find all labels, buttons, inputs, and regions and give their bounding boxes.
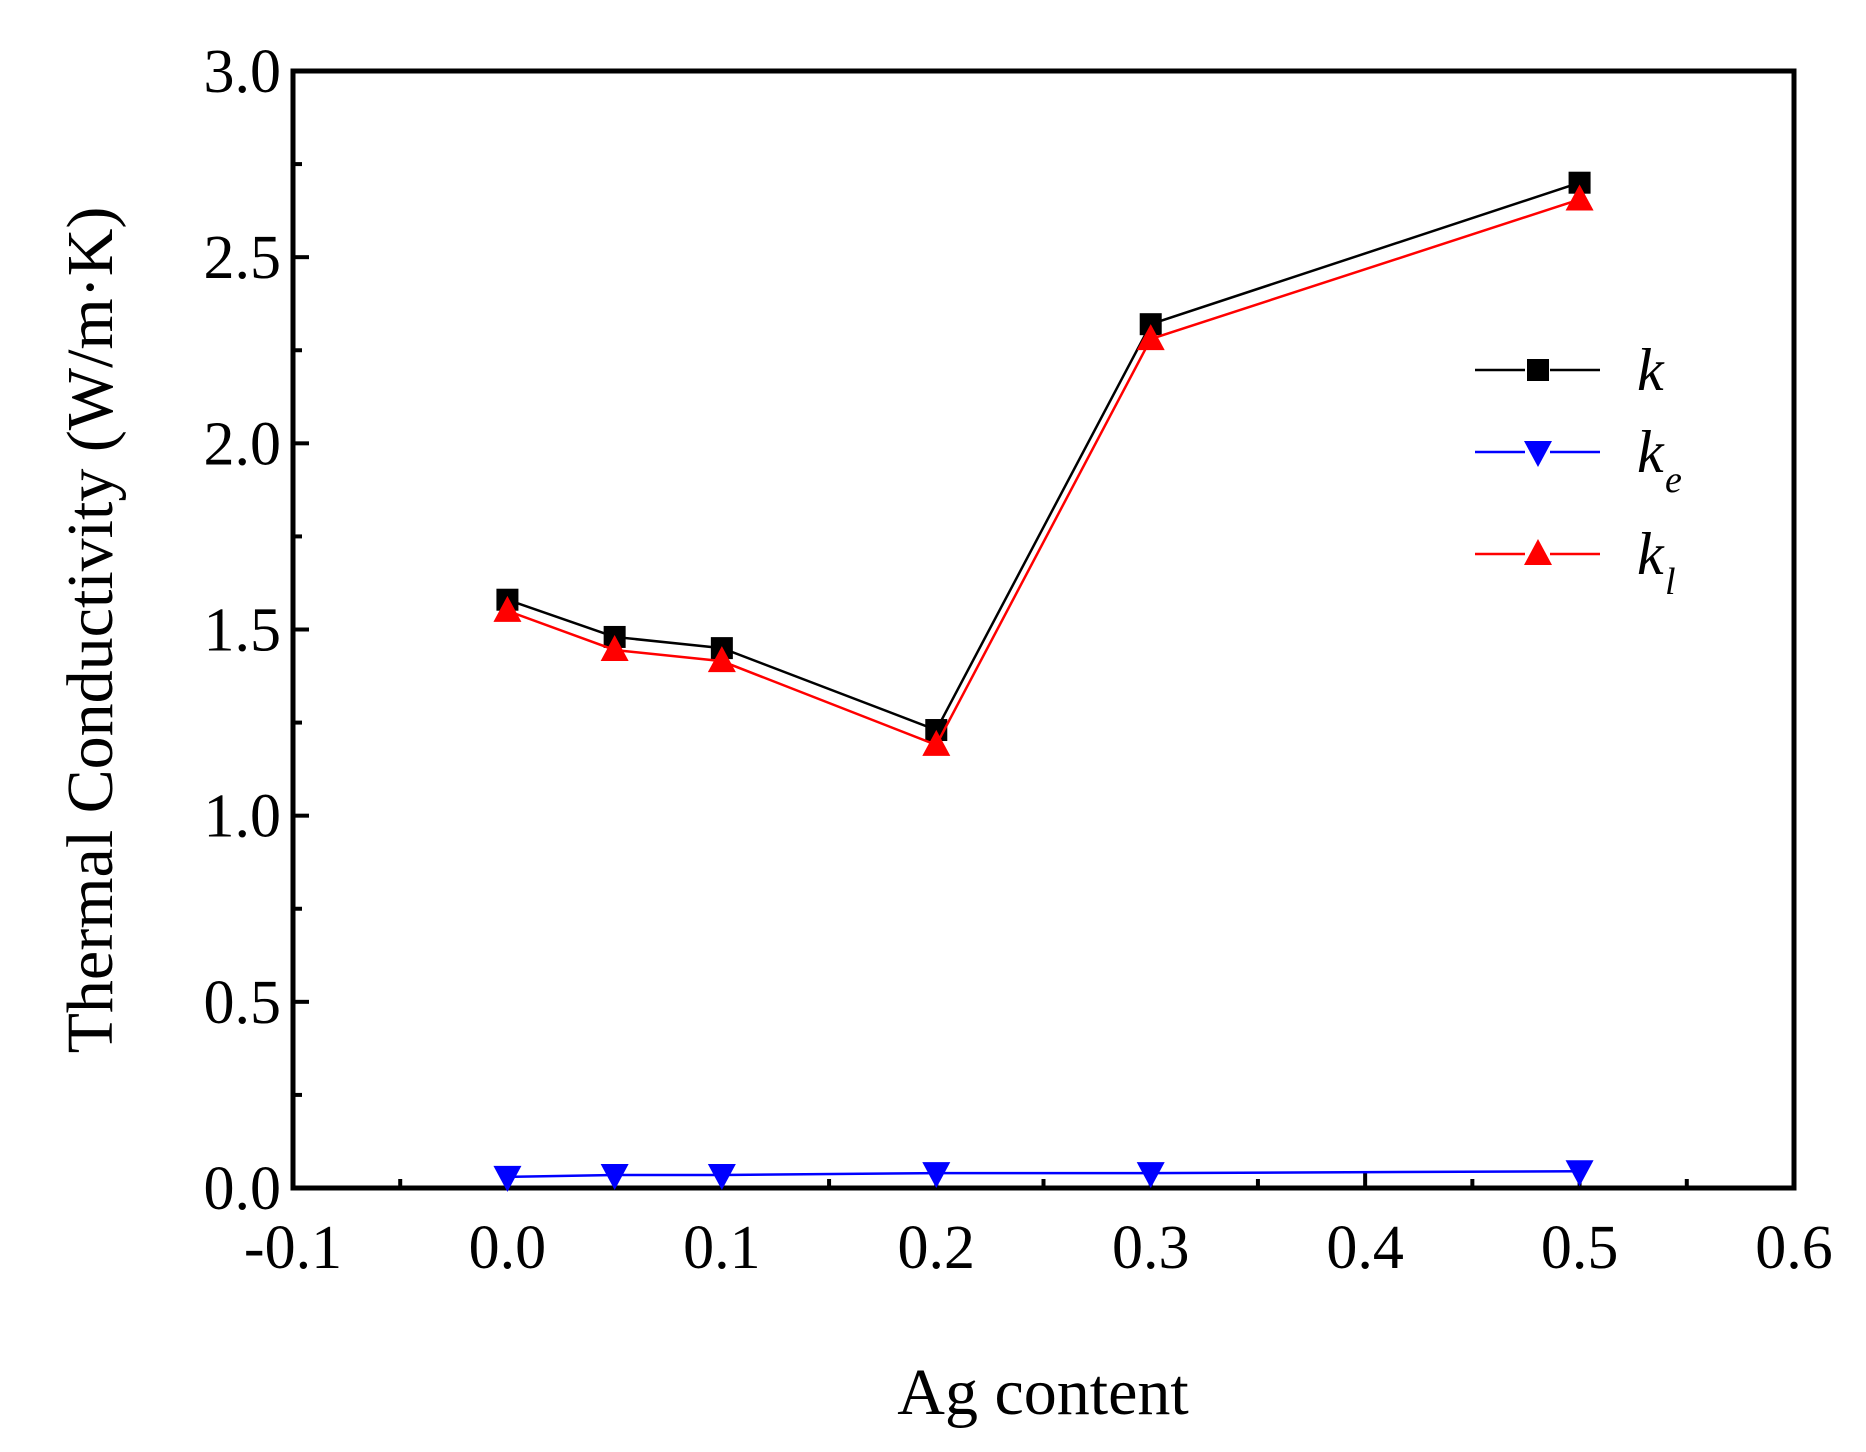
legend: kk ek l xyxy=(1475,337,1682,603)
series-k xyxy=(496,171,1591,742)
data-point-k xyxy=(1568,171,1591,194)
legend-label: k xyxy=(1637,337,1665,403)
series-line-k xyxy=(507,181,1580,732)
data-point-ke xyxy=(1565,1160,1594,1187)
y-tick-label: 1.5 xyxy=(204,597,282,665)
x-tick-label: 0.2 xyxy=(898,1214,976,1282)
series-line-ke xyxy=(507,1169,1580,1179)
x-tick-label: 0.0 xyxy=(469,1214,547,1282)
plot-frame xyxy=(290,68,1797,1191)
data-point-kl xyxy=(1565,184,1594,211)
data-point-ke xyxy=(922,1162,951,1189)
x-tick-label: 0.1 xyxy=(683,1214,761,1282)
x-tick-label: 0.6 xyxy=(1755,1214,1833,1282)
data-point-ke xyxy=(1136,1162,1165,1189)
data-series xyxy=(493,171,1594,1192)
series-kl xyxy=(493,184,1594,756)
legend-label: k xyxy=(1637,521,1665,587)
y-tick-label: 1.0 xyxy=(204,783,282,851)
y-tick-label: 0.0 xyxy=(204,1155,282,1223)
legend-marker xyxy=(1524,441,1552,467)
legend-label: k xyxy=(1637,419,1665,485)
x-axis-title: Ag content xyxy=(897,1356,1188,1429)
x-tick-label: 0.5 xyxy=(1541,1214,1619,1282)
data-point-kl xyxy=(1136,324,1165,351)
legend-subscript: l xyxy=(1665,561,1676,603)
data-point-ke xyxy=(493,1165,522,1192)
x-tick-label: 0.4 xyxy=(1326,1214,1404,1282)
y-tick-label: 2.0 xyxy=(204,410,282,478)
y-tick-label: 0.5 xyxy=(204,969,282,1037)
y-tick-label: 3.0 xyxy=(204,38,282,106)
data-point-ke xyxy=(707,1163,736,1190)
legend-subscript: e xyxy=(1665,459,1682,501)
data-point-kl xyxy=(922,729,951,756)
series-ke xyxy=(493,1160,1594,1192)
y-axis-title: Thermal Conductivity (W/m·K) xyxy=(54,207,127,1054)
axis-ticks xyxy=(291,69,1796,1190)
x-tick-label: 0.3 xyxy=(1112,1214,1190,1282)
legend-marker xyxy=(1524,539,1552,565)
data-point-kl xyxy=(600,634,629,661)
x-tick-label: -0.1 xyxy=(244,1214,342,1282)
series-line-kl xyxy=(507,198,1580,747)
legend-item-k: k xyxy=(1475,337,1665,403)
axis-tick-labels: -0.1 0.0 0.1 0.2 0.3 0.4 0.5 0.60.00.51.01.52.0… xyxy=(204,38,1833,1282)
y-tick-label: 2.5 xyxy=(204,224,282,292)
data-point-kl xyxy=(493,595,522,622)
legend-marker xyxy=(1527,359,1549,381)
data-point-ke xyxy=(600,1163,629,1190)
data-point-kl xyxy=(707,646,736,673)
